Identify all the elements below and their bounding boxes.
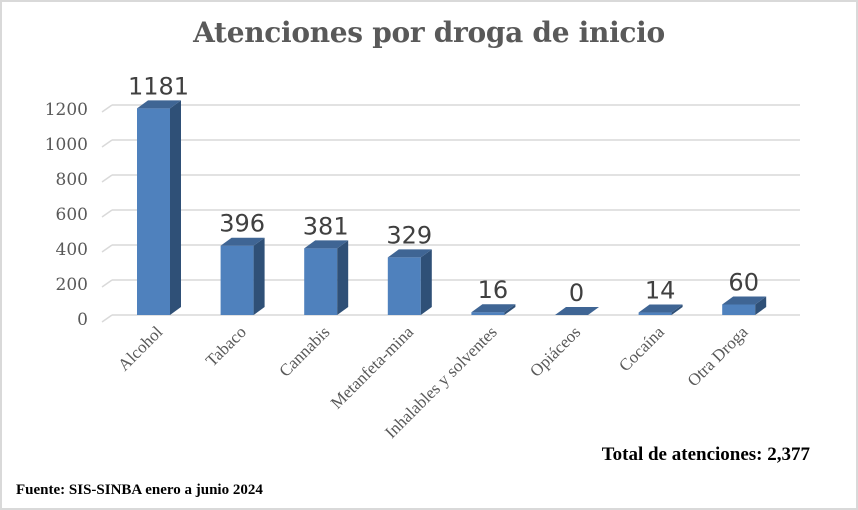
gridline-floor	[101, 314, 113, 323]
bar-front	[722, 304, 756, 315]
chart-title: Atenciones por droga de inicio	[193, 16, 665, 49]
x-tick-label: Cocaína	[615, 322, 668, 375]
gridline-floor	[101, 139, 113, 148]
data-label: 329	[386, 221, 432, 249]
bar	[220, 237, 265, 315]
bar-front	[220, 245, 254, 315]
x-axis-labels: Alcohol Tabaco CannabisMetanfeta-minaInhal…	[114, 322, 752, 442]
bar-top	[638, 304, 683, 313]
x-tick-label: Tabaco	[202, 322, 250, 370]
data-label: 60	[728, 269, 759, 297]
bar	[387, 249, 432, 315]
data-label: 1181	[128, 72, 189, 100]
gridline-floor	[101, 209, 113, 218]
bar-front	[137, 108, 170, 315]
bar-side	[755, 296, 767, 315]
source-note: Fuente: SIS-SINBA enero a junio 2024	[16, 482, 263, 498]
bar-side	[420, 249, 432, 315]
bar	[304, 240, 349, 315]
data-label: 0	[569, 279, 584, 307]
bar-top	[137, 100, 181, 109]
data-label: 396	[219, 210, 265, 238]
bar-side	[504, 304, 516, 315]
data-label: 16	[478, 276, 509, 304]
bar-top	[471, 304, 516, 313]
gridlines	[101, 104, 800, 323]
y-axis-ticks: 0 200 400 600 800 1000 1200	[45, 100, 88, 330]
x-tick-label: Metanfeta-mina	[327, 322, 418, 413]
y-tick-label: 800	[56, 170, 88, 190]
x-tick-label: Otra Droga	[684, 322, 752, 390]
data-label: 14	[645, 277, 676, 305]
bar-top	[304, 240, 349, 249]
bar-top	[220, 237, 265, 246]
bar	[555, 307, 599, 316]
y-tick-label: 1200	[45, 100, 88, 120]
total-annotation: Total de atenciones: 2,377	[601, 444, 810, 465]
bar-top	[555, 307, 599, 315]
bar-side	[671, 304, 683, 315]
x-tick-label: Alcohol	[114, 322, 166, 374]
bar-front	[304, 248, 338, 315]
y-tick-label: 200	[56, 275, 88, 295]
y-tick-label: 400	[56, 240, 88, 260]
bar-side	[170, 100, 181, 315]
bar-side	[337, 240, 349, 315]
bar-side	[253, 237, 265, 315]
data-labels: 1181 396 381 329 16 0 14 60	[128, 72, 759, 307]
bar	[638, 304, 683, 315]
data-label: 381	[303, 212, 349, 240]
bar	[137, 100, 181, 315]
gridline-floor	[101, 174, 113, 183]
bar	[722, 296, 767, 315]
y-tick-label: 1000	[45, 135, 88, 155]
gridline-floor	[101, 104, 113, 113]
bar-front	[638, 312, 672, 315]
bar-front	[471, 312, 505, 315]
bar	[471, 304, 516, 315]
bar-top	[387, 249, 432, 258]
x-tick-label: Opiáceos	[526, 322, 584, 380]
bar-top	[722, 296, 767, 305]
y-tick-label: 600	[56, 205, 88, 225]
gridline-floor	[101, 279, 113, 288]
gridline-floor	[101, 244, 113, 253]
x-tick-label: Cannabis	[275, 322, 333, 380]
bars	[137, 100, 767, 316]
y-tick-label: 0	[77, 310, 88, 330]
bar-front	[387, 257, 421, 315]
